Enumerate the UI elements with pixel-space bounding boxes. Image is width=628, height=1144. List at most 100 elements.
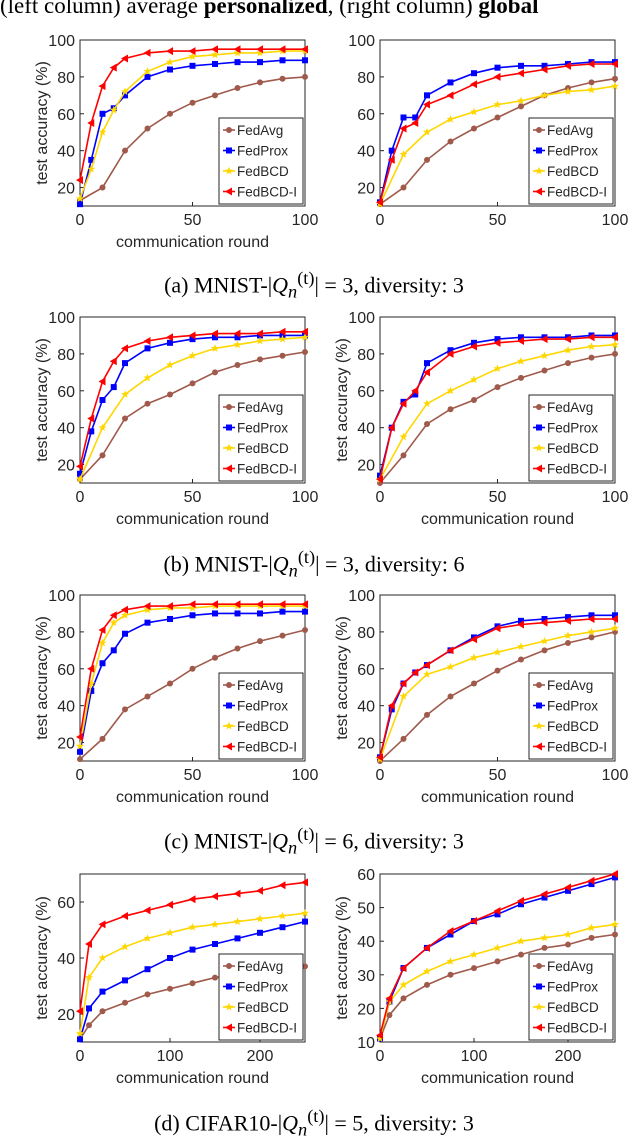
- data-point: [424, 156, 430, 163]
- data-point: [541, 62, 548, 69]
- series-fedavg: [377, 75, 618, 208]
- data-point: [494, 336, 501, 343]
- data-point: [400, 735, 407, 742]
- series-fedbcd-i: [76, 600, 308, 742]
- data-point: [424, 420, 430, 427]
- data-point: [278, 45, 286, 54]
- data-point: [167, 955, 173, 961]
- data-point: [212, 974, 218, 981]
- data-point: [110, 647, 117, 654]
- series-fedbcd-i: [76, 45, 308, 185]
- data-point: [470, 635, 477, 644]
- data-point: [211, 344, 219, 352]
- legend-entry: FedProx: [547, 980, 598, 995]
- data-point: [446, 662, 455, 671]
- data-point: [399, 692, 408, 700]
- y-tick-label: 80: [357, 347, 375, 364]
- series-fedbcd: [76, 46, 309, 202]
- data-point: [143, 906, 151, 915]
- legend-marker: [225, 721, 233, 730]
- y-axis-label: test accuracy (%): [334, 616, 351, 740]
- data-point: [376, 753, 383, 762]
- data-point: [541, 944, 548, 951]
- data-point: [98, 638, 107, 647]
- data-point: [99, 735, 106, 742]
- data-point: [301, 45, 308, 54]
- data-point: [122, 147, 128, 154]
- data-point: [611, 333, 618, 342]
- data-point: [98, 953, 107, 962]
- data-point: [412, 114, 419, 121]
- data-point: [564, 883, 571, 892]
- legend-entry: FedBCD-I: [237, 1021, 297, 1036]
- y-tick-label: 20: [357, 458, 375, 475]
- data-point: [166, 57, 174, 66]
- data-point: [540, 91, 549, 99]
- x-tick-label: 100: [292, 767, 319, 784]
- data-point: [121, 912, 128, 920]
- legend: FedAvg FedProx FedBCD FedBCD-I: [528, 117, 614, 205]
- data-point: [99, 110, 106, 117]
- legend-entry: FedProx: [237, 980, 288, 995]
- data-point: [424, 981, 430, 988]
- legend-entry: FedProx: [547, 699, 598, 714]
- data-point: [256, 336, 264, 345]
- y-tick-label: 60: [357, 107, 375, 124]
- data-point: [541, 894, 548, 901]
- data-point: [143, 67, 152, 75]
- data-point: [446, 646, 454, 655]
- data-point: [88, 156, 95, 163]
- data-point: [87, 164, 96, 173]
- data-point: [518, 617, 524, 624]
- data-point: [540, 890, 548, 899]
- figure-header: (left column) average personalized, (rig…: [0, 0, 628, 21]
- data-point: [99, 660, 106, 667]
- header-bold-global: global: [478, 0, 539, 18]
- data-point: [189, 946, 196, 953]
- data-point: [541, 367, 548, 374]
- data-point: [411, 668, 419, 677]
- series-fedbcd-i: [76, 327, 308, 471]
- series-fedprox: [77, 918, 308, 1043]
- data-point: [518, 374, 524, 381]
- data-point: [565, 639, 571, 646]
- legend-marker: [226, 147, 232, 154]
- legend-entry: FedAvg: [237, 400, 283, 415]
- data-point: [540, 335, 548, 344]
- x-axis-label: communication round: [421, 789, 574, 806]
- data-point: [447, 971, 454, 978]
- y-axis-label: test accuracy (%): [34, 896, 51, 1020]
- data-point: [470, 342, 477, 351]
- data-point: [85, 940, 92, 948]
- data-point: [400, 114, 407, 121]
- data-point: [518, 951, 524, 958]
- data-point: [540, 636, 549, 645]
- data-point: [167, 615, 173, 622]
- chart-b-right: 0 50 100 20 40 60 80 100 communication round test…: [334, 310, 628, 528]
- legend: FedAvg FedProx FedBCD FedBCD-I: [528, 394, 614, 482]
- data-point: [564, 87, 572, 95]
- y-tick-label: 100: [48, 588, 75, 605]
- data-point: [423, 100, 430, 109]
- legend-entry: FedBCD: [237, 441, 289, 456]
- data-point: [588, 934, 595, 941]
- data-point: [446, 957, 455, 965]
- data-point: [612, 350, 618, 357]
- y-axis-label: test accuracy (%): [334, 896, 351, 1020]
- data-point: [518, 103, 524, 110]
- caption-c: (c) MNIST-|Qn(t)| = 6, diversity: 3: [0, 820, 628, 862]
- data-point: [121, 390, 129, 398]
- caption-b-label: (b) MNIST-|: [163, 551, 273, 577]
- data-point: [256, 329, 263, 338]
- data-point: [233, 329, 241, 338]
- data-point: [122, 630, 128, 637]
- data-point: [86, 1005, 92, 1012]
- data-point: [88, 428, 95, 435]
- legend-marker: [535, 1002, 543, 1011]
- data-point: [278, 911, 287, 920]
- legend-entry: FedProx: [237, 699, 288, 714]
- legend-marker: [226, 983, 232, 990]
- data-point: [188, 603, 197, 612]
- data-point: [540, 65, 548, 74]
- data-point: [388, 147, 395, 154]
